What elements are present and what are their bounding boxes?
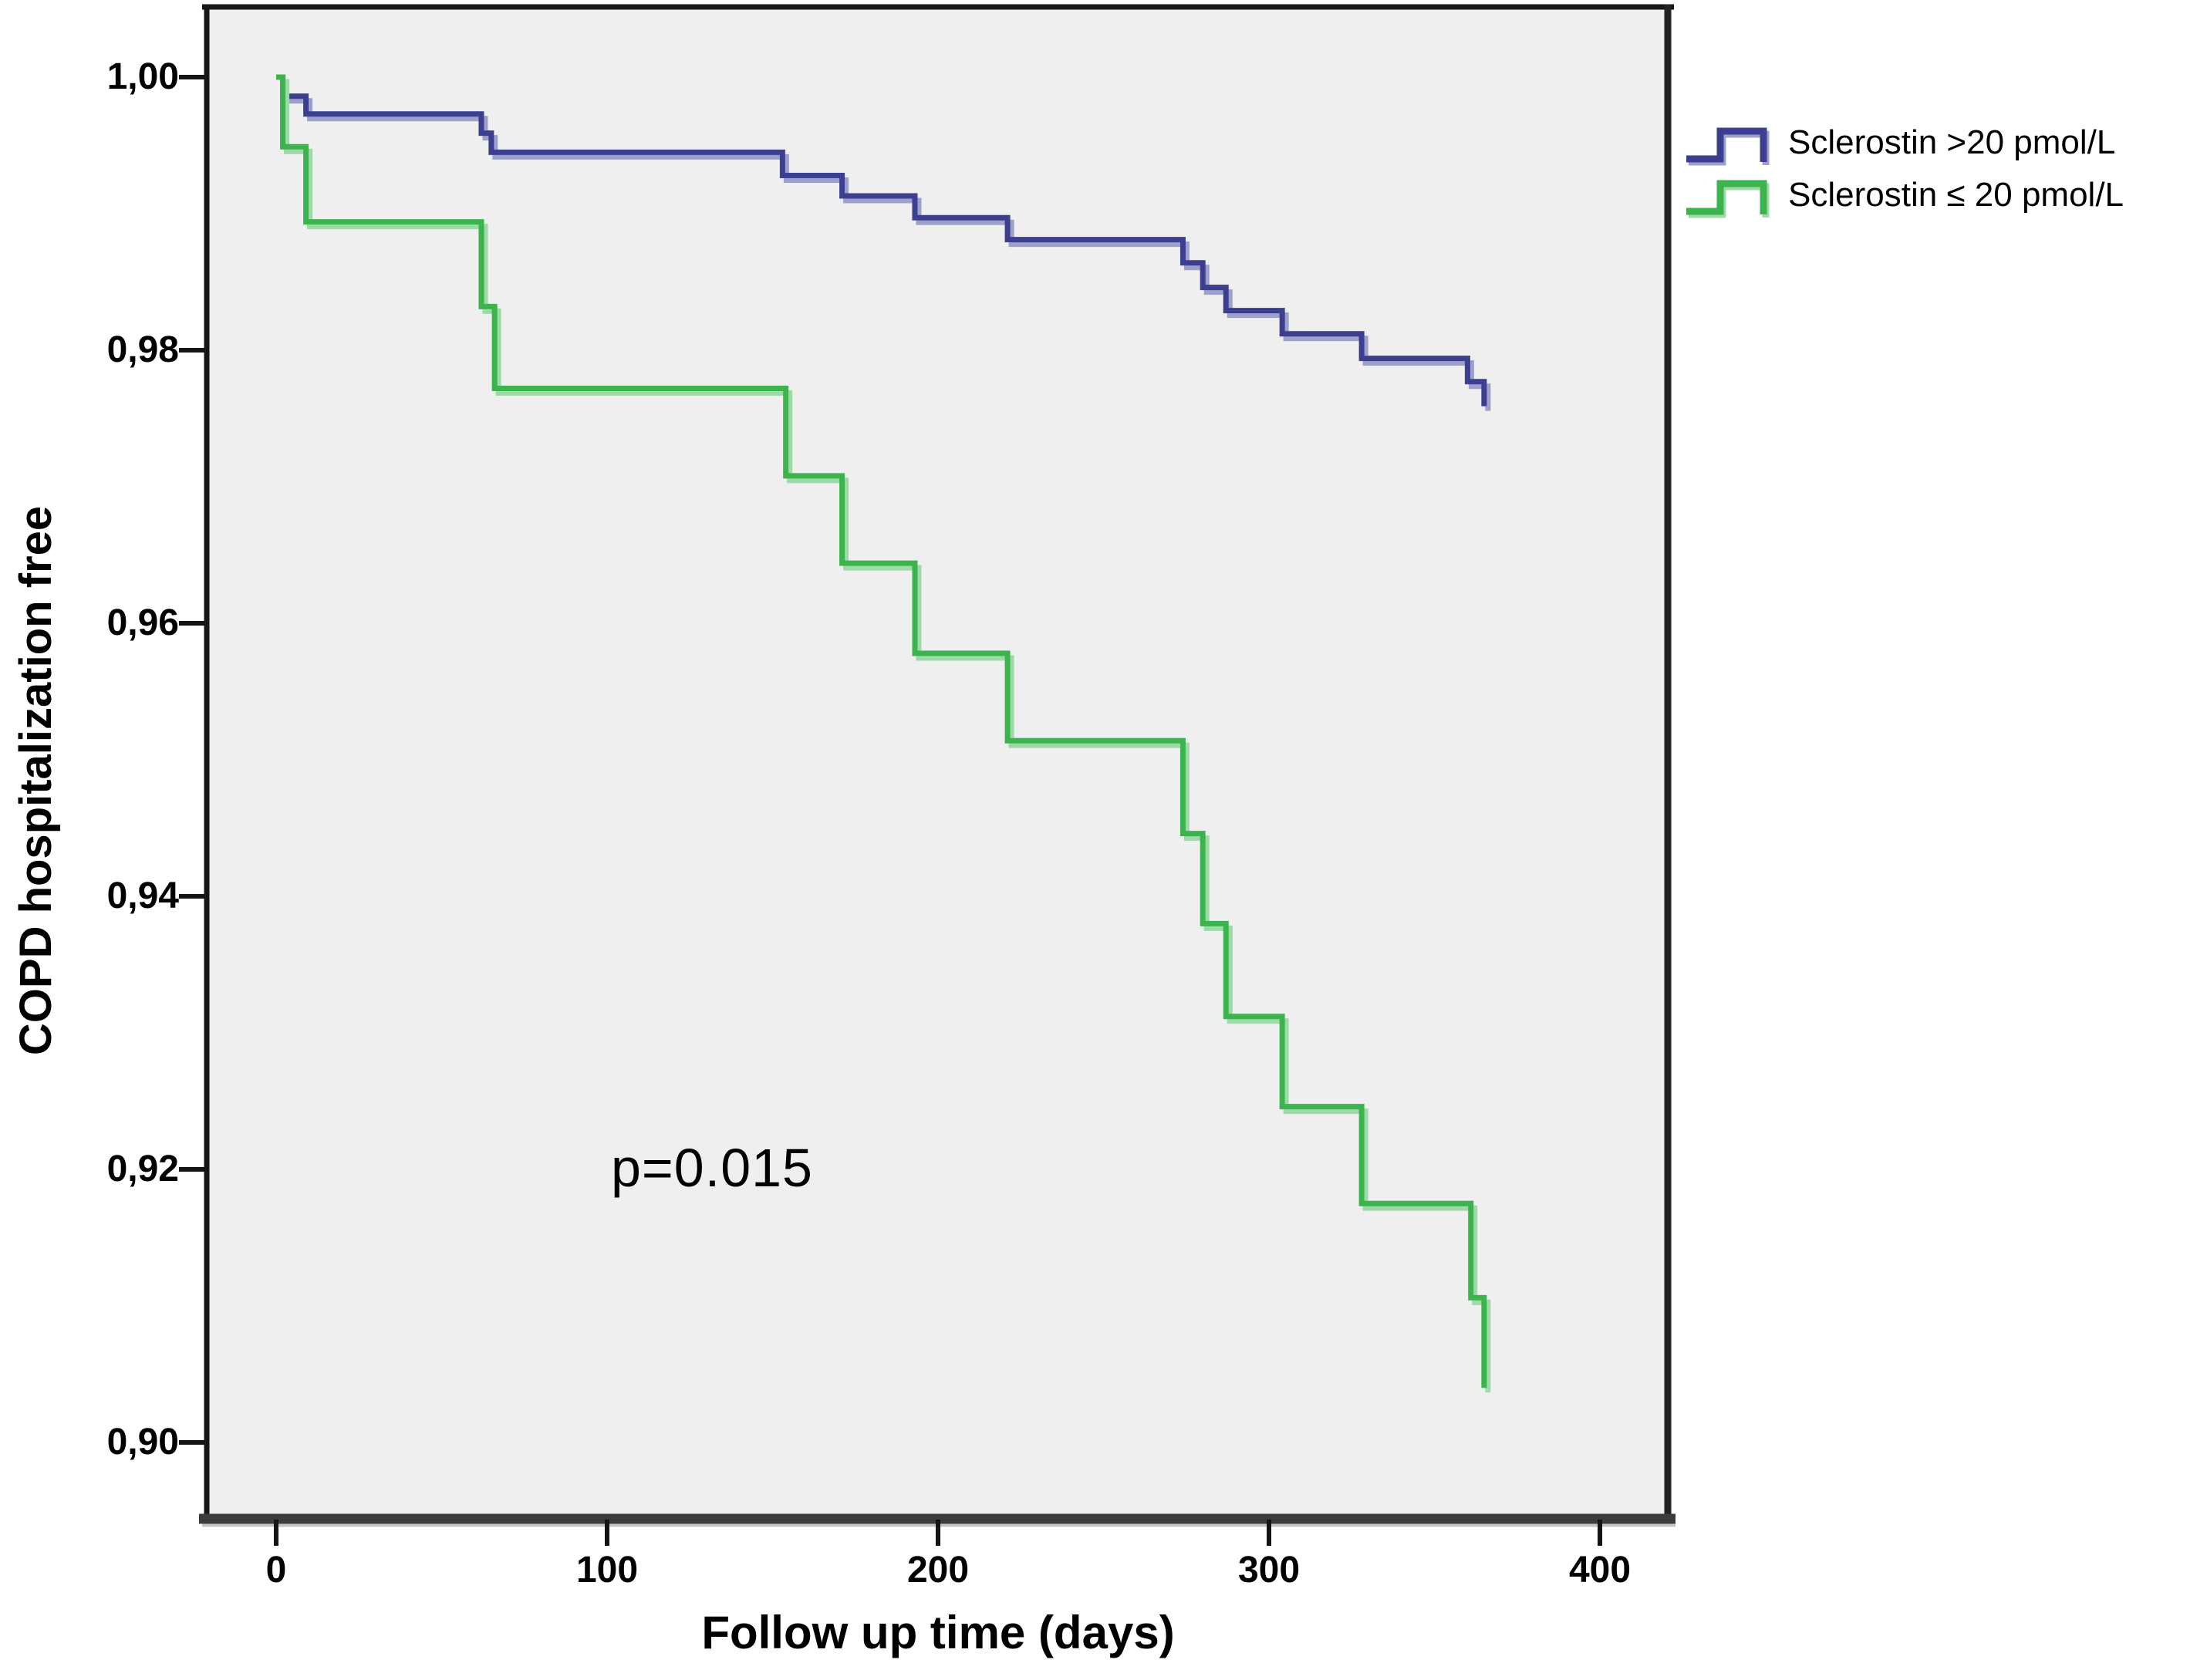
y-tick-label: 0,94 [106, 875, 179, 916]
p-value-annotation: p=0.015 [611, 1138, 813, 1198]
x-tick-label: 300 [1237, 1550, 1301, 1591]
y-tick-label: 0,92 [106, 1149, 179, 1189]
legend-swatch-sclerostin-le20 [1686, 180, 1767, 215]
x-tick-label: 0 [265, 1550, 287, 1591]
x-tick-label: 100 [575, 1550, 639, 1591]
legend-label-sclerostin-gt20: Sclerostin >20 pmol/L [1788, 123, 2116, 161]
legend-label-sclerostin-le20: Sclerostin ≤ 20 pmol/L [1788, 176, 2124, 214]
y-tick-label: 0,98 [106, 329, 179, 370]
plot-area [204, 5, 1671, 1520]
series-shadow-sclerostin-le20 [280, 79, 1491, 1393]
legend-swatch-sclerostin-gt20 [1686, 127, 1767, 163]
x-axis-title: Follow up time (days) [701, 1607, 1175, 1658]
y-tick-label: 0,96 [106, 602, 179, 643]
y-tick-label: 0,90 [106, 1422, 179, 1462]
x-tick-label: 200 [906, 1550, 970, 1591]
series-shadow-sclerostin-gt20 [280, 79, 1491, 411]
y-tick-label: 1,00 [106, 56, 179, 97]
series-line-sclerostin-gt20 [276, 74, 1487, 407]
x-tick-label: 400 [1568, 1550, 1632, 1591]
series-line-sclerostin-le20 [276, 74, 1487, 1388]
